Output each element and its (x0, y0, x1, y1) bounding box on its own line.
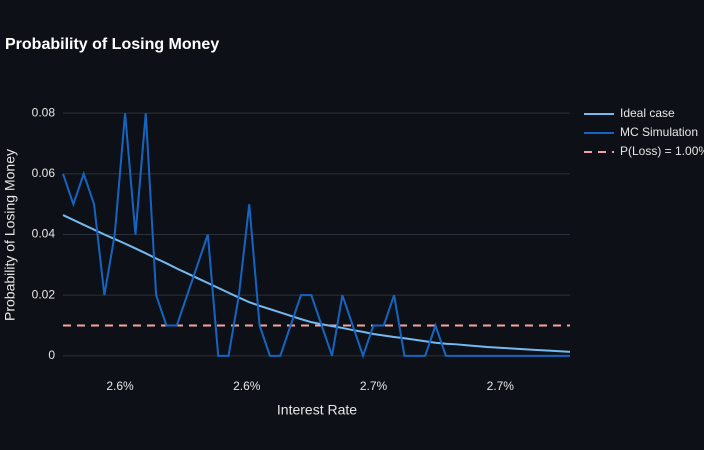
series-line (62, 113, 570, 359)
y-tick-label: 0.06 (32, 166, 56, 180)
x-tick-label: 2.7% (360, 379, 388, 393)
x-tick-label: 2.7% (487, 379, 515, 393)
y-tick-label: 0.02 (32, 287, 56, 301)
legend-label: P(Loss) = 1.00% (620, 144, 704, 158)
legend-label: MC Simulation (620, 125, 698, 139)
legend-label: Ideal case (620, 106, 675, 120)
y-axis-title: Probability of Losing Money (2, 149, 18, 321)
y-tick-label: 0 (48, 348, 55, 362)
series-line (62, 214, 571, 353)
x-axis-title: Interest Rate (277, 402, 357, 418)
x-tick-label: 2.6% (106, 379, 134, 393)
x-tick-label: 2.6% (233, 379, 261, 393)
y-tick-label: 0.08 (32, 105, 56, 119)
y-tick-label: 0.04 (32, 227, 56, 241)
chart-title: Probability of Losing Money (5, 36, 219, 53)
